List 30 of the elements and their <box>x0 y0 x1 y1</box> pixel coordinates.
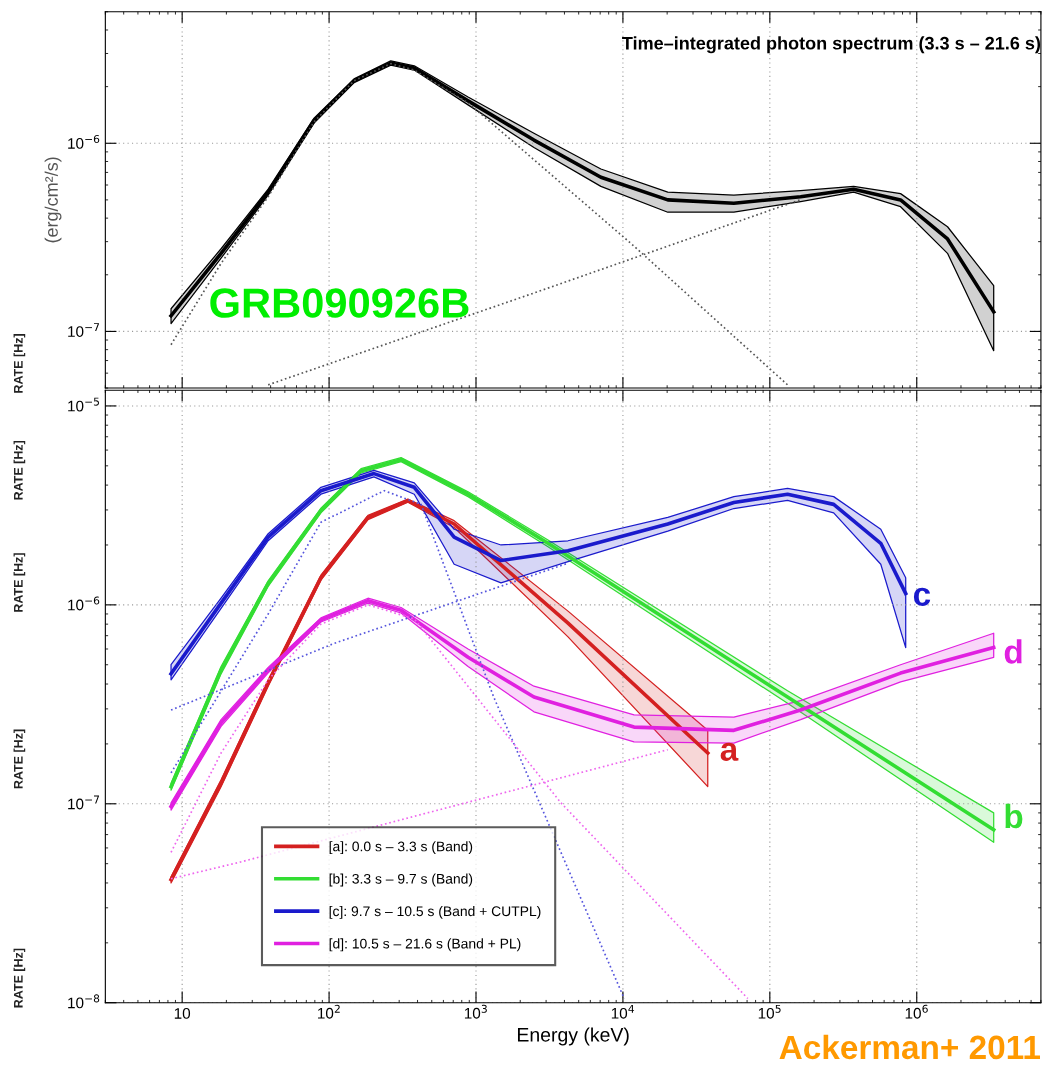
text: RATE [Hz] <box>13 553 26 612</box>
annotation: c <box>913 587 931 606</box>
x-tick-label: 10$^{3}$ <box>464 1004 487 1019</box>
legend-label: [b]: 3.3 s – 9.7 s (Band) <box>329 873 473 887</box>
y-tick-label: 10$^{−5}$ <box>68 397 99 412</box>
x-tick-label: 10 <box>174 1007 191 1019</box>
x-tick-label: 10$^{2}$ <box>318 1004 340 1019</box>
x-tick-label: 10$^{5}$ <box>758 1004 781 1019</box>
y-tick-label: 10$^{−7}$ <box>68 323 100 337</box>
x-axis-title: Energy (keV) <box>517 1027 629 1046</box>
annotation: d <box>1004 639 1022 664</box>
text: RATE [Hz] <box>13 334 26 393</box>
annotation: a <box>720 742 739 761</box>
y-tick-label: 10$^{−6}$ <box>68 596 100 611</box>
x-tick-label: 10$^{4}$ <box>611 1004 635 1019</box>
annotation: GRB090926B <box>210 288 469 318</box>
annotation: b <box>1005 803 1023 829</box>
text: RATE [Hz] <box>13 440 26 500</box>
x-tick-label: 10$^{6}$ <box>905 1004 928 1019</box>
legend-label: [c]: 9.7 s – 10.5 s (Band + CUTPL) <box>329 905 541 919</box>
legend-label: [d]: 10.5 s – 21.6 s (Band + PL) <box>329 938 521 952</box>
text: RATE [Hz] <box>13 729 26 789</box>
y-tick-label: 10$^{−8}$ <box>68 994 100 1009</box>
legend-label: [a]: 0.0 s – 3.3 s (Band) <box>329 841 473 855</box>
text: RATE [Hz] <box>13 948 26 1008</box>
y-tick-label: 10$^{−6}$ <box>68 134 100 149</box>
text: Time–integrated photon spectrum (3.3 s – 21.6 s) <box>622 36 1041 54</box>
text: Ackerman+ 2011 <box>779 1034 1040 1060</box>
y-tick-label: 10$^{−7}$ <box>68 795 100 810</box>
y-axis-title: (erg/cm²/s) <box>44 157 62 243</box>
